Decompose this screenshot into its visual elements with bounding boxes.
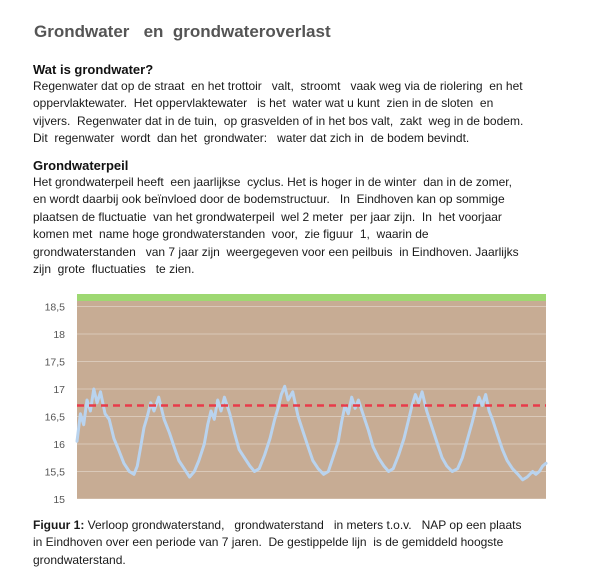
caption-line: Figuur 1: Verloop grondwaterstand, grond… — [33, 517, 573, 534]
chart-top-band — [77, 294, 546, 301]
section-paragraph-grondwater: Regenwater dat op de straat en het trott… — [33, 78, 563, 148]
document-title: Grondwater en grondwateroverlast — [34, 22, 331, 41]
section-paragraph-grondwaterpeil: Het grondwaterpeil heeft een jaarlijkse … — [33, 174, 563, 278]
y-tick-label: 17 — [53, 384, 65, 396]
paragraph-line: en wordt daarbij ook beïnvloed door de b… — [33, 192, 505, 207]
paragraph-line: Het grondwaterpeil heeft een jaarlijkse … — [33, 175, 512, 189]
chart-y-axis-ticks: 18,5 18 17,5 17 16,5 16 15,5 15 — [45, 302, 66, 507]
y-tick-label: 16,5 — [45, 412, 66, 424]
paragraph-line: plaatsen de fluctuatie van het grondwate… — [33, 209, 502, 224]
figure-caption: Figuur 1: Verloop grondwaterstand, grond… — [33, 517, 573, 569]
caption-text: Verloop grondwaterstand, grondwaterstand… — [84, 518, 522, 532]
section-heading-grondwaterpeil: Grondwaterpeil — [33, 158, 129, 173]
section-heading-wat-is-grondwater: Wat is grondwater? — [33, 62, 154, 77]
paragraph-line: Dit regenwater wordt dan het grondwater:… — [33, 131, 470, 146]
y-tick-label: 15 — [53, 494, 65, 506]
y-tick-label: 18,5 — [45, 302, 66, 314]
caption-line: in Eindhoven over een periode van 7 jare… — [33, 535, 504, 550]
groundwater-level-line — [75, 384, 548, 482]
chart-plot-area — [77, 301, 546, 499]
chart-grid — [77, 306, 546, 500]
paragraph-line: komen met name hoge grondwaterstanden vo… — [33, 227, 429, 242]
caption-label: Figuur 1: — [33, 518, 85, 532]
y-tick-label: 17,5 — [45, 357, 66, 369]
caption-line: grondwaterstand. — [33, 552, 126, 567]
y-tick-label: 18 — [53, 329, 65, 341]
paragraph-line: grondwaterstanden van 7 jaar zijn weerge… — [33, 244, 519, 259]
paragraph-line: Regenwater dat op de straat en het trott… — [33, 79, 523, 93]
groundwater-chart: 18,5 18 17,5 17 16,5 16 15,5 15 — [45, 294, 548, 507]
paragraph-line: vijvers. Regenwater dat in de tuin, op g… — [33, 113, 524, 128]
paragraph-line: zijn grote fluctuaties te zien. — [33, 262, 195, 277]
y-tick-label: 16 — [53, 439, 65, 451]
y-tick-label: 15,5 — [45, 467, 66, 479]
paragraph-line: oppervlaktewater. Het oppervlaktewater i… — [33, 96, 494, 111]
